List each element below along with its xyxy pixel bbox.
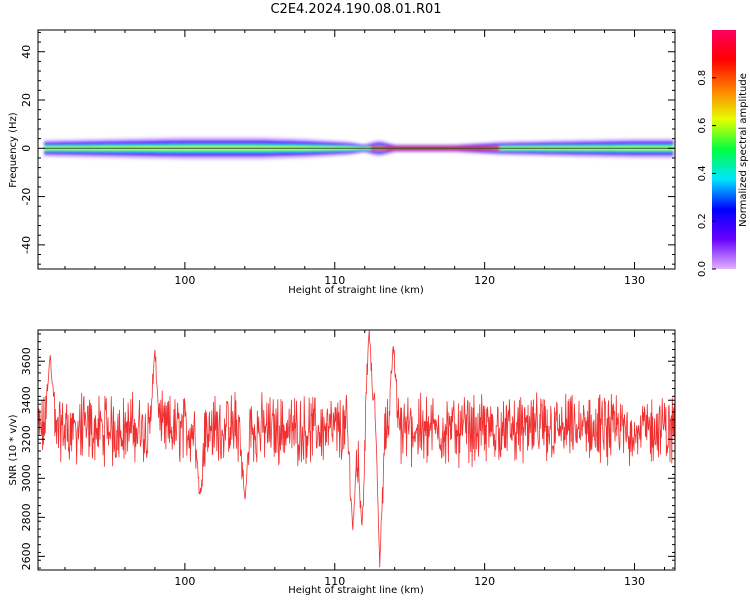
spectrogram-ticks: 100 110 120 130 -40 -20 0 20 40 — [20, 30, 675, 287]
snr-panel: 100 110 120 130 2600 2800 3000 3200 3400 3600 Hei… — [8, 329, 676, 596]
snr-y-tick-label: 2800 — [20, 503, 33, 531]
colorbar-tick-label: 0.0 — [697, 261, 708, 277]
spectrogram-y-axis-label: Frequency (Hz) — [8, 112, 19, 188]
snr-x-tick-label: 110 — [324, 575, 345, 588]
snr-series-line — [38, 330, 675, 568]
spectrogram-y-tick-label: 0 — [20, 145, 33, 152]
colorbar-tick-label: 0.2 — [697, 213, 708, 229]
colorbar: 0.0 0.2 0.4 0.6 0.8 Normalized spectral ampl… — [697, 30, 749, 277]
snr-x-tick-label: 100 — [174, 575, 195, 588]
colorbar-label: Normalized spectral amplitude — [738, 73, 749, 227]
spectrogram-y-tick-label: -20 — [20, 188, 33, 206]
snr-frame — [37, 329, 676, 571]
spectrogram-y-tick-label: -40 — [20, 236, 33, 254]
snr-y-tick-label: 2600 — [20, 542, 33, 570]
colorbar-tick-label: 0.6 — [697, 118, 708, 134]
colorbar-ramp — [712, 30, 736, 269]
spectrogram-x-tick-label: 120 — [474, 274, 495, 287]
spectrogram-band — [44, 136, 674, 161]
snr-y-tick-label: 3400 — [20, 386, 33, 414]
figure-title: C2E4.2024.190.08.01.R01 — [270, 2, 442, 17]
snr-y-tick-label: 3600 — [20, 347, 33, 375]
spectrogram-x-tick-label: 110 — [324, 274, 345, 287]
snr-x-tick-label: 120 — [474, 575, 495, 588]
spectrogram-y-tick-label: 20 — [20, 93, 33, 107]
spectrogram-y-tick-label: 40 — [20, 45, 33, 59]
colorbar-tick-label: 0.4 — [697, 165, 708, 181]
spectrogram-panel: 100 110 120 130 -40 -20 0 20 40 Height of straig… — [8, 29, 676, 296]
spectrogram-x-tick-label: 100 — [174, 274, 195, 287]
colorbar-ticks: 0.0 0.2 0.4 0.6 0.8 — [697, 70, 716, 277]
spectrogram-x-axis-label: Height of straight line (km) — [288, 285, 424, 296]
spectrogram-x-tick-label: 130 — [624, 274, 645, 287]
snr-y-tick-label: 3200 — [20, 425, 33, 453]
snr-x-tick-label: 130 — [624, 575, 645, 588]
snr-y-tick-label: 3000 — [20, 464, 33, 492]
colorbar-tick-label: 0.8 — [697, 70, 708, 86]
spectrogram-frame — [37, 29, 676, 270]
snr-x-axis-label: Height of straight line (km) — [288, 585, 424, 596]
snr-y-axis-label: SNR (10 * v/v) — [8, 414, 19, 485]
snr-ticks: 100 110 120 130 2600 2800 3000 3200 3400 3600 — [20, 330, 675, 588]
